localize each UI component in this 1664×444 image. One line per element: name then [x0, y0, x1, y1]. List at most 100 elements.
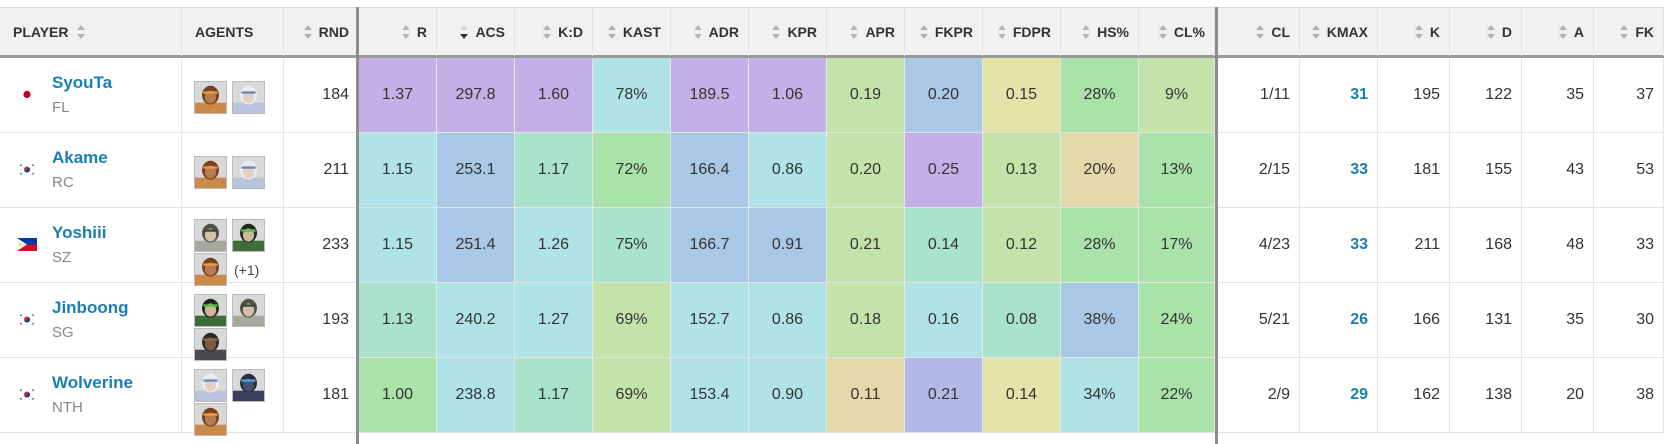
player-name-link[interactable]: Akame [52, 148, 108, 167]
stat-r: 1.37 [359, 58, 437, 132]
stat-a: 20 [1522, 358, 1594, 432]
sort-icon[interactable] [1256, 24, 1265, 40]
stat-kast: 78% [593, 58, 671, 132]
stat-fk: 37 [1594, 58, 1664, 132]
column-header-k[interactable]: K [1378, 8, 1450, 56]
stat-kpr: 0.86 [749, 283, 827, 357]
stat-d: 155 [1450, 133, 1522, 207]
column-header-d[interactable]: D [1450, 8, 1522, 56]
stat-a: 35 [1522, 58, 1594, 132]
player-name-link[interactable]: Jinboong [52, 298, 129, 317]
stat-acs: 240.2 [437, 283, 515, 357]
sort-icon[interactable] [1486, 24, 1496, 40]
column-header-apr[interactable]: APR [827, 8, 905, 56]
stat-k: 166 [1378, 283, 1450, 357]
stat-hs: 28% [1061, 208, 1139, 282]
agents-cell: (+1) [182, 208, 284, 286]
column-header-cl_pct[interactable]: CL% [1139, 8, 1215, 56]
sort-icon[interactable] [1414, 24, 1424, 40]
column-header-kmax[interactable]: KMAX [1300, 8, 1378, 56]
player-cell: SyouTa FL [0, 58, 182, 132]
player-team: NTH [52, 399, 83, 416]
stat-kpr: 0.91 [749, 208, 827, 282]
agent-sova-icon [232, 294, 265, 327]
column-header-acs[interactable]: ACS [437, 8, 515, 56]
column-header-r[interactable]: R [359, 8, 437, 56]
column-header-label: FK [1635, 24, 1654, 40]
stat-cl: 5/21 [1218, 283, 1300, 357]
sort-desc-icon[interactable] [460, 24, 469, 40]
stat-fkpr: 0.20 [905, 58, 983, 132]
stat-k: 162 [1378, 358, 1450, 432]
sort-icon[interactable] [919, 24, 929, 40]
agent-viper-icon [232, 219, 265, 252]
column-header-a[interactable]: A [1522, 8, 1594, 56]
agent-raze-icon [194, 156, 227, 189]
sort-icon[interactable] [401, 24, 411, 40]
stat-r: 1.13 [359, 283, 437, 357]
stat-fkpr: 0.14 [905, 208, 983, 282]
stat-acs: 251.4 [437, 208, 515, 282]
column-header-fdpr[interactable]: FDPR [983, 8, 1061, 56]
sort-icon[interactable] [303, 24, 313, 40]
column-header-kast[interactable]: KAST [593, 8, 671, 56]
column-header-player[interactable]: PLAYER [0, 8, 182, 56]
stat-hs: 20% [1061, 133, 1139, 207]
player-name-link[interactable]: SyouTa [52, 73, 113, 92]
sort-icon[interactable] [1158, 24, 1168, 40]
stat-d: 131 [1450, 283, 1522, 357]
stat-fkpr: 0.16 [905, 283, 983, 357]
stat-fdpr: 0.08 [983, 283, 1061, 357]
column-header-label: A [1573, 24, 1584, 40]
sort-icon[interactable] [543, 24, 552, 40]
column-header-label: ACS [475, 24, 505, 40]
stat-fdpr: 0.14 [983, 358, 1061, 432]
stat-kd: 1.60 [515, 58, 593, 132]
column-header-kpr[interactable]: KPR [749, 8, 827, 56]
country-flag-icon [17, 163, 37, 176]
stat-rnd: 233 [284, 208, 359, 282]
stat-fkpr: 0.21 [905, 358, 983, 432]
stat-r: 1.15 [359, 133, 437, 207]
column-header-label: RND [318, 24, 349, 40]
column-header-fkpr[interactable]: FKPR [905, 8, 983, 56]
stat-fk: 53 [1594, 133, 1664, 207]
stat-kd: 1.26 [515, 208, 593, 282]
stat-apr: 0.11 [827, 358, 905, 432]
stat-cl_pct: 13% [1139, 133, 1215, 207]
sort-icon[interactable] [1558, 24, 1568, 40]
agent-omen-icon [232, 369, 265, 402]
sort-icon[interactable] [1311, 24, 1321, 40]
column-header-cl[interactable]: CL [1218, 8, 1300, 56]
sort-icon[interactable] [997, 24, 1007, 40]
player-name-link[interactable]: Wolverine [52, 373, 133, 392]
column-header-rnd[interactable]: RND [284, 8, 359, 56]
sort-icon[interactable] [772, 24, 781, 40]
column-header-hs[interactable]: HS% [1061, 8, 1139, 56]
country-flag-icon [17, 238, 37, 251]
column-header-kd[interactable]: K:D [515, 8, 593, 56]
sort-icon[interactable] [76, 24, 86, 40]
stat-cl_pct: 22% [1139, 358, 1215, 432]
column-header-adr[interactable]: ADR [671, 8, 749, 56]
stat-kpr: 0.86 [749, 133, 827, 207]
stat-apr: 0.20 [827, 133, 905, 207]
stat-a: 43 [1522, 133, 1594, 207]
table-row: Wolverine NTH 181 1.00 238.8 1.17 69% 153.4 0.90… [0, 358, 1664, 436]
sort-icon[interactable] [1620, 24, 1629, 40]
sort-icon[interactable] [693, 24, 703, 40]
column-header-agents[interactable]: AGENTS [182, 8, 284, 56]
column-header-label: CL% [1173, 24, 1205, 40]
stat-cl: 4/23 [1218, 208, 1300, 282]
stat-adr: 166.4 [671, 133, 749, 207]
agent-jett-icon [232, 81, 265, 114]
stat-d: 168 [1450, 208, 1522, 282]
column-header-fk[interactable]: FK [1594, 8, 1664, 56]
column-header-label: D [1501, 24, 1512, 40]
table-row: Jinboong SG 193 1.13 240.2 1.27 69% 152.7 0.86 0.… [0, 283, 1664, 361]
player-name-link[interactable]: Yoshiii [52, 223, 107, 242]
sort-icon[interactable] [850, 24, 859, 40]
sort-icon[interactable] [607, 24, 617, 40]
stat-kd: 1.27 [515, 283, 593, 357]
sort-icon[interactable] [1082, 24, 1091, 40]
